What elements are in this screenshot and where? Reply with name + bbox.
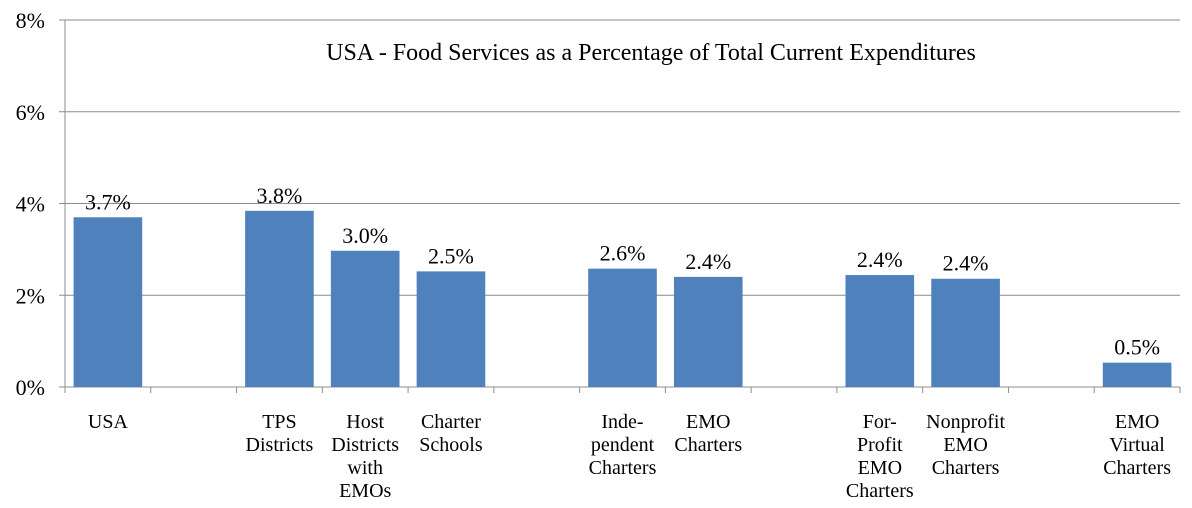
data-label: 3.8% [257,183,303,208]
x-tick-label: Inde- [601,411,643,433]
x-tick-label: Virtual [1109,434,1165,456]
y-tick-label: 0% [16,375,45,400]
data-label: 0.5% [1114,335,1160,360]
y-tick-label: 6% [16,100,45,125]
bar [673,276,743,387]
x-tick-label: Charters [589,457,657,479]
data-label: 2.4% [943,251,989,276]
bar [73,217,143,387]
x-tick-label: with [347,457,383,479]
x-tick-label: For- [863,411,897,433]
data-label: 2.4% [685,249,731,274]
bar [1102,362,1172,387]
x-tick-label: USA [88,411,129,433]
x-tick-label: Host [346,411,384,433]
x-tick-label: EMO [943,434,987,456]
chart-title: USA - Food Services as a Percentage of T… [326,40,976,66]
x-tick-label: EMO [858,457,902,479]
bar [588,268,657,387]
x-tick-label: Districts [246,434,314,456]
x-tick-label: Charter [421,411,481,433]
x-tick-label: Charters [846,480,914,502]
x-tick-label: Charters [932,457,1000,479]
data-label: 2.4% [857,247,903,272]
x-tick-label: Nonprofit [926,411,1005,433]
data-label: 3.0% [342,223,388,248]
data-labels: 3.7% 3.8% 3.0% 2.5% 2.6% 2.4% 2.4% 2.4% 0.5% [85,183,1160,360]
x-tick-label: Profit [857,434,903,456]
x-tick-label: EMO [686,411,730,433]
bars [73,210,1172,387]
x-tick-label: EMO [1115,411,1159,433]
x-tick-label: Charters [1103,457,1171,479]
bar [845,275,915,387]
bar [931,278,1000,387]
data-label: 2.5% [428,243,474,268]
y-tick-label: 8% [16,8,45,33]
y-tick-label: 2% [16,283,45,308]
x-tick-label: Districts [331,434,399,456]
x-tick-label: pendent [591,434,655,456]
x-tick-label: EMOs [339,480,391,502]
y-tick-labels: 0% 2% 4% 6% 8% [16,8,45,400]
x-tick-labels: USA TPSDistrictsHostDistrictswithEMOsChar… [88,411,1171,502]
bar [245,210,314,387]
x-tick-label: TPS [262,411,296,433]
data-label: 2.6% [600,241,646,266]
x-tick-label: Schools [419,434,483,456]
x-tick-label: Charters [674,434,742,456]
y-tick-label: 4% [16,192,45,217]
bar [416,271,486,387]
data-label: 3.7% [85,189,131,214]
bar [330,250,400,387]
